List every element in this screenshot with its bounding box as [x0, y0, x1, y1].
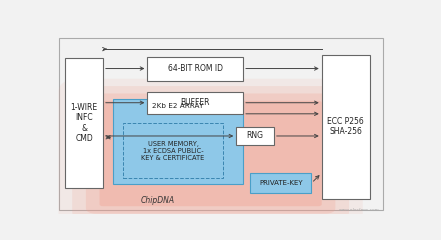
FancyBboxPatch shape	[100, 101, 322, 206]
Text: USER MEMORY,
1x ECDSA PUBLIC-
KEY & CERTIFICATE: USER MEMORY, 1x ECDSA PUBLIC- KEY & CERT…	[142, 141, 205, 161]
FancyBboxPatch shape	[72, 86, 349, 221]
Bar	[147, 92, 243, 114]
Text: PRIVATE-KEY: PRIVATE-KEY	[259, 180, 303, 186]
Text: ChipDNA: ChipDNA	[141, 196, 175, 205]
Bar	[113, 99, 243, 184]
Bar	[147, 57, 243, 81]
Bar	[236, 127, 274, 145]
Text: 64-BIT ROM ID: 64-BIT ROM ID	[168, 64, 223, 73]
Text: www.elecfans.com: www.elecfans.com	[339, 208, 380, 212]
Text: RNG: RNG	[247, 132, 264, 140]
Text: BUFFER: BUFFER	[180, 98, 210, 107]
Bar	[322, 55, 370, 199]
Text: ECC P256
SHA-256: ECC P256 SHA-256	[327, 117, 364, 137]
Text: 2Kb E2 ARRAY: 2Kb E2 ARRAY	[153, 103, 204, 109]
Text: 1-WIRE
INFC
&
CMD: 1-WIRE INFC & CMD	[71, 103, 98, 143]
Bar	[123, 123, 223, 179]
FancyBboxPatch shape	[59, 79, 363, 228]
Bar	[250, 173, 311, 193]
Bar	[65, 58, 103, 188]
FancyBboxPatch shape	[86, 93, 335, 214]
